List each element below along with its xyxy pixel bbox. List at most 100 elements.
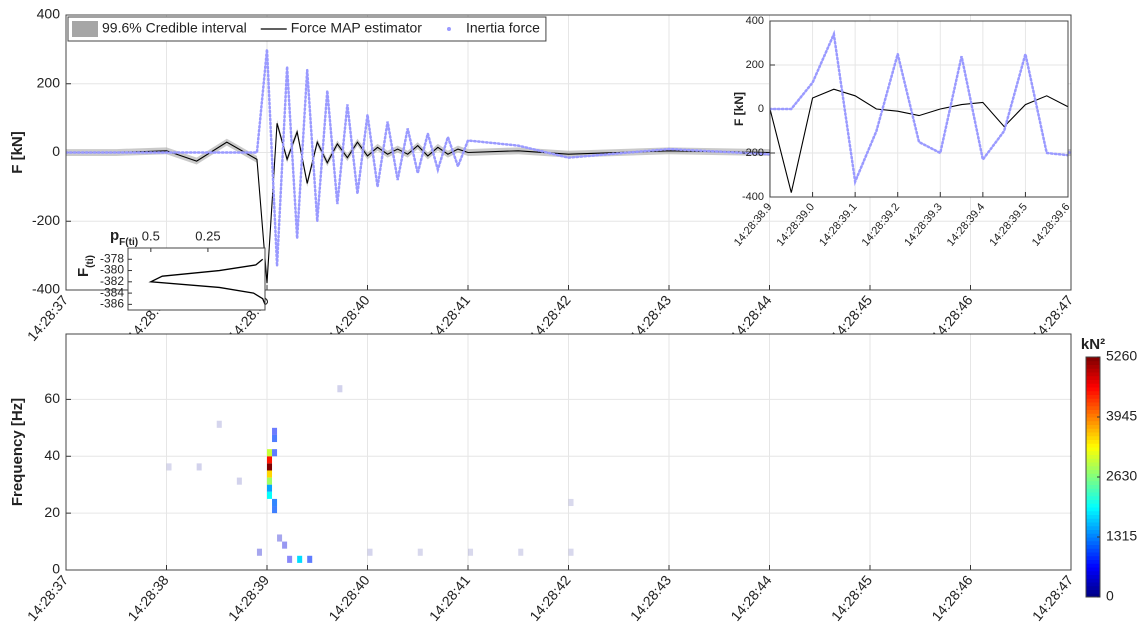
colorbar-segment (1086, 484, 1100, 489)
y-tick-label: -378 (100, 251, 124, 265)
colorbar-segment (1086, 540, 1100, 545)
y-axis-label-main: F (75, 268, 92, 277)
heatmap-cell (287, 555, 293, 563)
heatmap-cell (166, 463, 172, 471)
heatmap-cell (256, 548, 262, 556)
y-tick-label: 200 (746, 59, 764, 71)
colorbar-segment (1086, 567, 1100, 572)
heatmap-cell (282, 541, 288, 549)
colorbar-segment (1086, 383, 1100, 388)
colorbar-segment (1086, 585, 1100, 590)
colorbar-segment (1086, 372, 1100, 377)
x-tick-label: 14:28:43 (627, 572, 674, 624)
heatmap-cell (267, 456, 273, 464)
credible-band (66, 119, 1071, 287)
colorbar-segment (1086, 454, 1100, 459)
x-axis-label: pF(ti) (110, 227, 138, 248)
colorbar-segment (1086, 379, 1100, 384)
colorbar-segment (1086, 390, 1100, 395)
colorbar-segment (1086, 507, 1100, 512)
heatmap-cell (267, 449, 273, 457)
colorbar-segment (1086, 518, 1100, 523)
x-tick-label: 14:28:46 (928, 572, 975, 624)
y-tick-label: 200 (37, 74, 61, 90)
x-tick-label: 14:28:41 (426, 572, 473, 624)
x-tick-label: 14:28:42 (526, 572, 573, 624)
colorbar-segment (1086, 514, 1100, 519)
heatmap-cell (272, 498, 278, 507)
y-axis-label: F [kN] (9, 131, 26, 174)
y-tick-label: 20 (44, 504, 60, 520)
x-tick-label: 0.25 (195, 228, 220, 243)
heatmap-cell (568, 498, 574, 507)
y-axis-label-sub: (ti) (85, 255, 96, 268)
y-axis-label: F(ti) (75, 255, 96, 277)
colorbar-segment (1086, 582, 1100, 587)
colorbar-segment (1086, 525, 1100, 530)
y-tick-label: 400 (746, 15, 764, 27)
colorbar-segment (1086, 477, 1100, 482)
heatmap-cell (518, 548, 524, 556)
colorbar-segment (1086, 368, 1100, 373)
colorbar-segment (1086, 447, 1100, 452)
series-layer (770, 29, 1068, 193)
colorbar-segment (1086, 469, 1100, 474)
heatmap-cell (236, 477, 242, 485)
colorbar-segment (1086, 570, 1100, 575)
colorbar-tick-label: 0 (1106, 588, 1114, 604)
y-tick-label: 60 (44, 390, 60, 406)
heatmap-cell (267, 477, 273, 485)
y-tick-label: -400 (742, 191, 764, 203)
estimate-line (770, 88, 1068, 193)
colorbar-segment (1086, 409, 1100, 414)
plot-frame (65, 333, 1072, 571)
y-tick-label: 400 (37, 6, 61, 22)
x-axis-label-main: p (110, 227, 119, 244)
colorbar-segment (1086, 364, 1100, 369)
heatmap-cell (272, 434, 278, 443)
plot-frame (769, 20, 1069, 198)
inertia-line (770, 29, 1068, 187)
colorbar-segment (1086, 563, 1100, 568)
heatmap-cell (196, 463, 202, 471)
colorbar-segment (1086, 559, 1100, 564)
colorbar-segment (1086, 375, 1100, 380)
heatmap-cell (468, 548, 474, 556)
colorbar-segment (1086, 458, 1100, 463)
colorbar-segment (1086, 495, 1100, 500)
x-tick-label: 14:28:37 (24, 292, 71, 344)
y-tick-label: 0 (52, 143, 60, 159)
x-tick-label: 14:28:37 (24, 572, 71, 624)
colorbar-tick-label: 5260 (1106, 348, 1137, 364)
colorbar-segment (1086, 405, 1100, 410)
heatmap-cell (367, 548, 373, 556)
legend-box (67, 16, 547, 42)
colorbar-segment (1086, 413, 1100, 418)
colorbar-segment (1086, 473, 1100, 478)
colorbar-segment (1086, 499, 1100, 504)
colorbar-segment (1086, 394, 1100, 399)
y-tick-label: -382 (100, 274, 124, 288)
colorbar-tick-label: 3945 (1106, 408, 1137, 424)
inertia-line (66, 49, 1071, 267)
colorbar-segment (1086, 428, 1100, 433)
x-tick-label: 14:28:44 (727, 572, 774, 624)
heatmap-cell (568, 548, 574, 556)
x-tick-label: 14:28:38 (124, 572, 171, 624)
y-tick-label: -200 (32, 212, 60, 228)
heatmap-cell (267, 491, 273, 499)
heatmap-cell (417, 548, 423, 556)
colorbar-segment (1086, 387, 1100, 392)
colorbar-segment (1086, 424, 1100, 429)
series-layer (66, 49, 1071, 287)
colorbar-segment (1086, 360, 1100, 365)
colorbar-label: kN² (1081, 336, 1105, 353)
legend-label: Force MAP estimator (291, 20, 423, 36)
colorbar-segment (1086, 548, 1100, 553)
x-tick-label: 0.5 (142, 228, 160, 243)
colorbar-segment (1086, 552, 1100, 557)
heatmap-cell (277, 534, 283, 542)
y-tick-label: -380 (100, 263, 124, 277)
y-tick-label: -384 (100, 285, 124, 299)
